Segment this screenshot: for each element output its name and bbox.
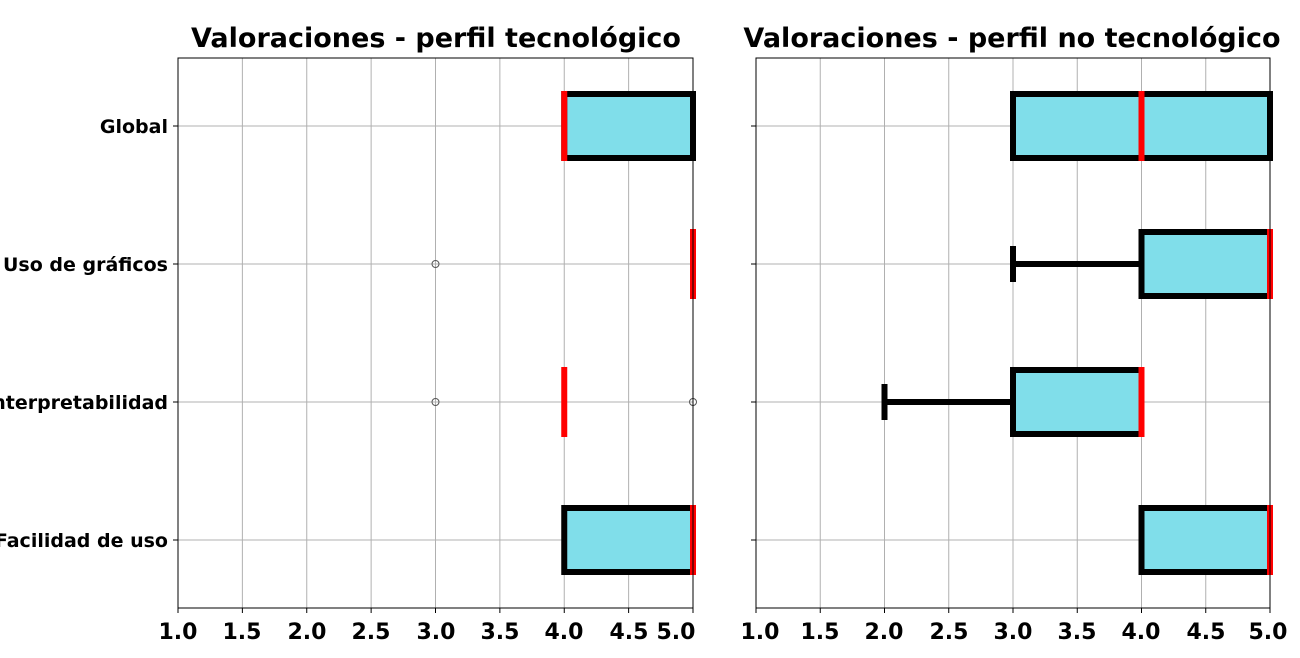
x-tick-labels: 1.0 1.5 2.0 2.5 3.0 3.5 4.0 4.5 5.0: [741, 620, 1288, 645]
iqr-box: [561, 91, 696, 161]
x-tick-label: 1.5: [801, 620, 840, 645]
y-ticks: [173, 125, 178, 541]
boxes: [881, 91, 1273, 575]
x-tick-label: 4.5: [610, 620, 649, 645]
x-tick-label: 1.0: [159, 620, 198, 645]
chart-title: Valoraciones - perfil no tecnológico: [743, 23, 1280, 54]
x-tick-label: 3.5: [481, 620, 520, 645]
category-label-interpretabilidad: Interpretabilidad: [0, 392, 168, 414]
chart-panel-tech: Valoraciones - perfil tecnológico Global…: [0, 23, 697, 645]
category-label-uso-de-graficos: Uso de gráficos: [3, 254, 168, 276]
x-tick-label: 1.0: [741, 620, 780, 645]
category-labels: Global Uso de gráficos Interpretabilidad…: [0, 116, 168, 552]
category-label-global: Global: [100, 116, 168, 138]
x-tick-label: 2.5: [352, 620, 391, 645]
x-tick-label: 3.0: [994, 620, 1033, 645]
x-tick-label: 3.5: [1058, 620, 1097, 645]
iqr-box: [561, 505, 696, 575]
box-uso-de-gr-ficos: [1010, 229, 1273, 299]
x-ticks: [177, 608, 694, 613]
iqr-box: [1138, 229, 1273, 299]
x-tick-label: 5.0: [657, 620, 696, 645]
iqr-box: [1010, 367, 1145, 437]
outlier-point: [431, 260, 440, 268]
chart-title: Valoraciones - perfil tecnológico: [191, 23, 681, 54]
x-tick-labels: 1.0 1.5 2.0 2.5 3.0 3.5 4.0 4.5 5.0: [159, 620, 696, 645]
x-tick-label: 2.0: [865, 620, 904, 645]
outlier-point: [431, 398, 440, 406]
y-ticks: [751, 125, 756, 541]
iqr-box: [1138, 505, 1273, 575]
x-tick-label: 5.0: [1249, 620, 1288, 645]
x-ticks: [755, 608, 1271, 613]
x-tick-label: 2.5: [930, 620, 969, 645]
box-facilidad-de-uso: [561, 505, 696, 575]
chart-panel-non-tech: Valoraciones - perfil no tecnológico 1.0…: [741, 23, 1288, 645]
category-label-facilidad-de-uso: Facilidad de uso: [0, 530, 168, 552]
x-tick-label: 4.0: [545, 620, 584, 645]
box-facilidad-de-uso: [1138, 505, 1273, 575]
x-tick-label: 4.0: [1122, 620, 1161, 645]
x-tick-label: 4.5: [1187, 620, 1226, 645]
x-tick-label: 2.0: [288, 620, 327, 645]
x-tick-label: 1.5: [223, 620, 262, 645]
box-interpretabilidad: [881, 367, 1145, 437]
x-tick-label: 3.0: [417, 620, 456, 645]
box-global: [561, 91, 696, 161]
box-global: [1010, 91, 1273, 161]
